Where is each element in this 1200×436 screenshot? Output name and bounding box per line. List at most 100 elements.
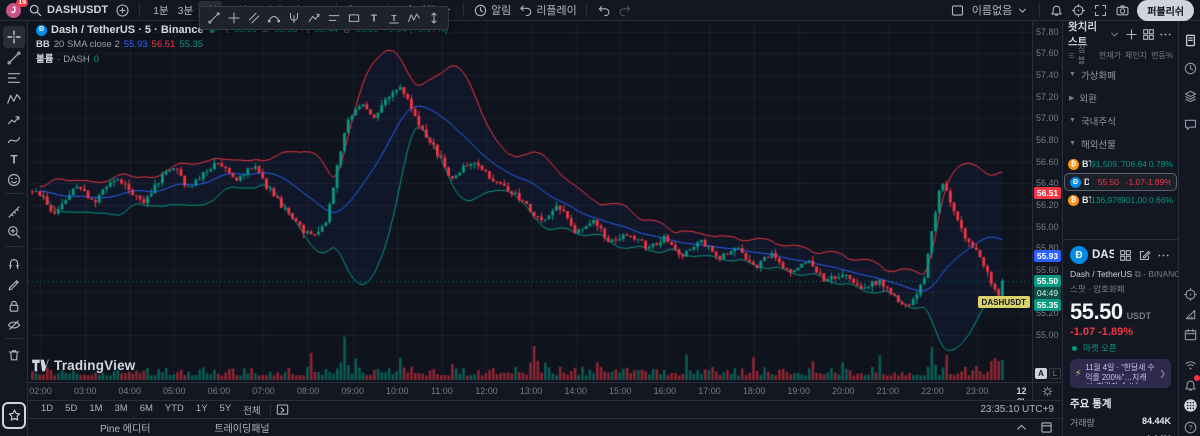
ideas-panel-icon[interactable]: [1182, 116, 1198, 132]
path-icon[interactable]: [304, 8, 324, 28]
emoji-tool-icon[interactable]: [3, 169, 25, 191]
alert-button[interactable]: 알림: [473, 2, 511, 18]
cross-line-icon[interactable]: [224, 8, 244, 28]
go-to-date-button[interactable]: [275, 402, 290, 417]
column-1[interactable]: 현재가: [1098, 50, 1121, 60]
help-icon[interactable]: ?: [1182, 419, 1198, 435]
forecast-tool-icon[interactable]: [3, 109, 25, 131]
price-chart-canvas[interactable]: [28, 21, 1032, 382]
column-symbol[interactable]: 심볼: [1068, 44, 1091, 66]
auto-scale-button[interactable]: A: [1035, 368, 1047, 379]
hide-drawings-icon[interactable]: [3, 314, 25, 336]
timeframe-3분[interactable]: 3분: [177, 4, 194, 17]
detail-more-button[interactable]: [1156, 248, 1171, 263]
trend-line-tool-icon[interactable]: [3, 47, 25, 69]
watchlist-more-button[interactable]: [1158, 27, 1173, 42]
trend-line-icon[interactable]: [204, 8, 224, 28]
drawing-templates-icon[interactable]: [1182, 306, 1198, 322]
parallel-channel-icon[interactable]: [244, 8, 264, 28]
publish-button[interactable]: 퍼블리쉬: [1137, 0, 1194, 21]
maximize-panel-button[interactable]: [1039, 420, 1054, 435]
scale-settings-corner[interactable]: [1032, 382, 1062, 400]
time-scale[interactable]: 02:00 03:00 04:00 05:00 06:00 07:00 08:00 09:00…: [28, 382, 1032, 408]
crosshair-tool-icon[interactable]: [3, 26, 25, 48]
apps-menu-icon[interactable]: [1182, 397, 1198, 413]
volume-legend-row[interactable]: 볼륨 · DASH 0: [36, 53, 448, 67]
alerts-panel-icon[interactable]: [1182, 60, 1198, 76]
range-5Y[interactable]: 5Y: [219, 402, 232, 414]
notifications-bell-icon[interactable]: [1182, 375, 1200, 393]
watchlist-group-해외선물[interactable]: ▼ 해외선물: [1063, 132, 1178, 155]
range-5D[interactable]: 5D: [65, 402, 78, 414]
range-YTD[interactable]: YTD: [164, 402, 184, 414]
xabcd-pattern-tool-icon[interactable]: [3, 88, 25, 110]
fullscreen-button[interactable]: [1093, 3, 1108, 18]
tab-트레이딩패널[interactable]: 트레이딩패널: [214, 424, 270, 435]
text-icon[interactable]: T: [364, 8, 384, 28]
clock-utc[interactable]: 23:35:10 UTC+9: [980, 404, 1054, 415]
watchlist-group-국내주식[interactable]: ▼ 국내주식: [1063, 109, 1178, 132]
watchlist-row-BTC[interactable]: ₿BTC136,976,000901,0000.66%: [1063, 191, 1178, 209]
range-1Y[interactable]: 1Y: [195, 402, 208, 414]
curve-icon[interactable]: [264, 8, 284, 28]
add-symbol-button[interactable]: [1124, 27, 1139, 42]
detail-pair-line[interactable]: Dash / TetherUS ⧉ · BINANCE: [1070, 269, 1178, 280]
log-scale-button[interactable]: L: [1049, 368, 1061, 379]
watchlist-menu-chevron-icon[interactable]: [1107, 27, 1122, 42]
hotlists-panel-icon[interactable]: [1182, 88, 1198, 104]
watchlist-group-가상화폐[interactable]: ▼ 가상화폐: [1063, 63, 1178, 86]
detail-symbol-name[interactable]: DASHU…: [1092, 249, 1114, 261]
watchlist-row-BTC[interactable]: ₿BTC91,509.70706.640.78%: [1063, 155, 1178, 173]
goto-target-button[interactable]: [1071, 3, 1086, 18]
timeframe-1분[interactable]: 1분: [153, 4, 169, 17]
range-6M[interactable]: 6M: [139, 402, 153, 414]
watchlist-group-외환[interactable]: ▶ 외환: [1063, 86, 1178, 109]
compare-add-icon[interactable]: [115, 3, 130, 18]
undo-button[interactable]: [596, 3, 611, 18]
layout-button[interactable]: [950, 3, 965, 18]
price-scale[interactable]: 56.51 55.93 55.50 04:49 55.35 A L 57.80 5…: [1032, 21, 1062, 382]
arrow-marker-icon[interactable]: [424, 8, 444, 28]
range-3M[interactable]: 3M: [114, 402, 128, 414]
replay-button[interactable]: 리플레이: [518, 2, 577, 18]
watchlist-grid-button[interactable]: [1141, 27, 1156, 42]
watchlist-panel-icon[interactable]: [1182, 32, 1198, 48]
rectangle-icon[interactable]: [344, 8, 364, 28]
quick-alert-button[interactable]: [1049, 3, 1064, 18]
detail-compose-button[interactable]: [1137, 248, 1152, 263]
range-1D[interactable]: 1D: [41, 402, 54, 414]
range-전체[interactable]: 전체: [243, 405, 261, 417]
drawing-mode-icon[interactable]: [3, 274, 25, 296]
chart-pane[interactable]: Đ Dash / TetherUS · 5 · Binance 시55.50 고…: [28, 21, 1032, 382]
snapshot-button[interactable]: [1115, 3, 1130, 18]
calendar-panel-icon[interactable]: [1182, 326, 1198, 342]
expand-panel-button[interactable]: [1014, 420, 1029, 435]
watchlist-title[interactable]: 왓치리스트: [1068, 21, 1097, 48]
fib-retracement-tool-icon[interactable]: [3, 67, 25, 89]
lock-drawings-icon[interactable]: [3, 295, 25, 317]
bb-legend-row[interactable]: BB 20 SMA close 2 55.93 56.51 55.35: [36, 38, 448, 52]
news-card[interactable]: ⚡ 11월 4일 · “한달새 수익률 200%”…지캐시, 하락장 속 '나……: [1070, 359, 1171, 388]
anchored-text-icon[interactable]: T: [384, 8, 404, 28]
column-2[interactable]: 체인지: [1124, 50, 1147, 60]
magnet-mode-icon[interactable]: [3, 253, 25, 275]
market-status[interactable]: 마켓 오픈: [1070, 342, 1171, 354]
brush-tool-icon[interactable]: [3, 129, 25, 151]
favorites-star-toggle[interactable]: [2, 402, 26, 429]
pitchfork-icon[interactable]: [284, 8, 304, 28]
watchlist-row-DASH[interactable]: ĐDASH 55.50 -1.07-1.89%: [1064, 173, 1177, 191]
tab-Pine 에디터[interactable]: Pine 에디터: [100, 424, 151, 435]
object-tree-icon[interactable]: [1182, 286, 1198, 302]
redo-button[interactable]: [618, 3, 633, 18]
ruler-tool-icon[interactable]: [3, 201, 25, 223]
horizontal-line-icon[interactable]: [324, 8, 344, 28]
zoom-in-tool-icon[interactable]: [3, 221, 25, 243]
xabcd-pattern-icon[interactable]: [404, 8, 424, 28]
broadcast-icon[interactable]: [1182, 357, 1198, 373]
layout-name-button[interactable]: 이름없음: [972, 2, 1030, 18]
user-avatar[interactable]: J 19: [6, 0, 28, 18]
range-1M[interactable]: 1M: [89, 402, 103, 414]
detail-grid-button[interactable]: [1118, 248, 1133, 263]
column-3[interactable]: 변동%: [1151, 50, 1173, 60]
symbol-search[interactable]: DASHUSDT: [28, 3, 108, 18]
